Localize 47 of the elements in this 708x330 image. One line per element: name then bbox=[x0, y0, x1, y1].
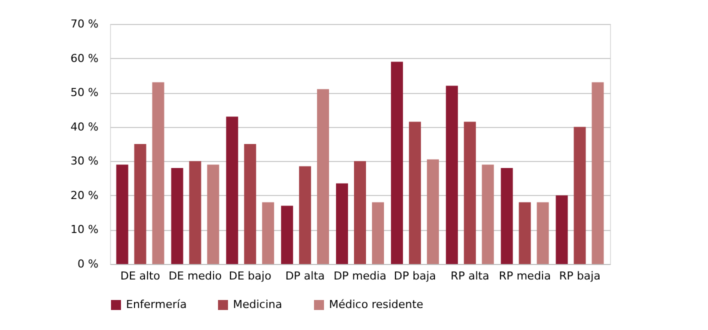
bar bbox=[134, 144, 146, 264]
y-tick-label: 20 % bbox=[70, 188, 98, 202]
y-tick-label: 40 % bbox=[70, 120, 98, 134]
bar bbox=[244, 144, 256, 264]
legend-label: Medicina bbox=[233, 298, 282, 311]
bar bbox=[281, 206, 294, 264]
y-tick-label: 60 % bbox=[70, 52, 98, 65]
legend-label: Enfermería bbox=[126, 298, 187, 311]
bar bbox=[518, 202, 531, 264]
bar bbox=[226, 116, 238, 264]
x-tick-label: DE medio bbox=[168, 270, 222, 282]
y-tick-label: 30 % bbox=[70, 154, 98, 168]
bar bbox=[171, 168, 184, 264]
y-tick-label: 0 % bbox=[78, 258, 98, 270]
x-tick-label: DE bajo bbox=[228, 270, 272, 282]
bar bbox=[116, 164, 128, 264]
bar bbox=[390, 62, 403, 264]
x-tick-label: RP media bbox=[498, 270, 551, 282]
y-tick-label: 50 % bbox=[70, 86, 98, 100]
bar bbox=[317, 89, 330, 264]
bar bbox=[354, 161, 366, 264]
bar bbox=[446, 86, 458, 264]
x-tick-label: DP media bbox=[334, 270, 386, 282]
bar bbox=[262, 202, 274, 264]
bar bbox=[464, 122, 476, 264]
y-tick-label: 70 % bbox=[70, 18, 98, 30]
bar bbox=[482, 164, 494, 264]
x-tick-label: RP alta bbox=[450, 270, 490, 282]
bar bbox=[592, 82, 604, 264]
legend-label: Médico residente bbox=[329, 298, 424, 311]
x-tick-label: DE alto bbox=[120, 270, 160, 282]
bar bbox=[336, 183, 348, 264]
x-tick-label: DP alta bbox=[285, 270, 325, 282]
bar bbox=[299, 166, 312, 264]
bar bbox=[556, 195, 568, 264]
y-tick-label: 10 % bbox=[70, 223, 98, 236]
bar bbox=[426, 159, 439, 264]
bar bbox=[500, 168, 513, 264]
bar bbox=[189, 161, 202, 264]
bar bbox=[408, 122, 421, 264]
bar bbox=[372, 202, 384, 264]
bar bbox=[207, 164, 220, 264]
bar bbox=[574, 126, 586, 264]
bar bbox=[536, 202, 549, 264]
x-tick-label: DP baja bbox=[394, 270, 436, 282]
bar bbox=[152, 82, 164, 264]
x-tick-label: RP baja bbox=[559, 270, 600, 282]
